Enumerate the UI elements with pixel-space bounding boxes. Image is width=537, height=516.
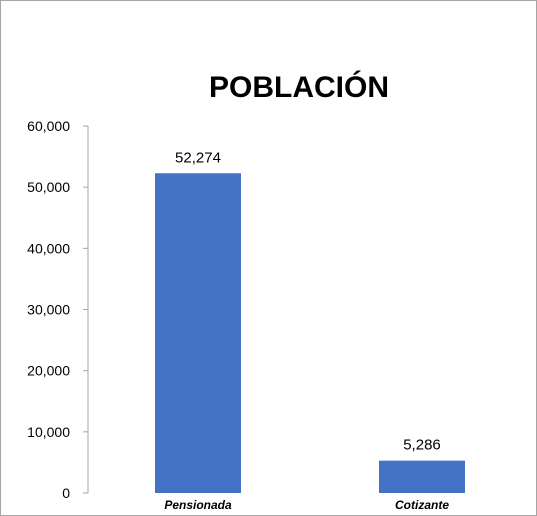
bars: 52,274 5,286 <box>155 149 465 493</box>
y-tick-label: 20,000 <box>27 363 70 379</box>
data-label: 5,286 <box>403 437 441 454</box>
y-tick-label: 30,000 <box>27 302 70 318</box>
bar <box>155 173 241 493</box>
x-tick-label: Pensionada <box>164 498 232 512</box>
bar <box>379 460 465 493</box>
y-axis: 0 10,000 20,000 30,000 40,000 50,000 60,000 <box>27 118 89 501</box>
y-tick-label: 50,000 <box>27 179 70 195</box>
x-axis: Pensionada Cotizante <box>164 498 449 512</box>
y-tick-label: 60,000 <box>27 118 70 134</box>
y-tick-label: 0 <box>62 485 70 501</box>
y-tick-label: 40,000 <box>27 240 70 256</box>
x-tick-label: Cotizante <box>395 498 449 512</box>
data-label: 52,274 <box>175 149 221 166</box>
y-tick-label: 10,000 <box>27 424 70 440</box>
chart-title: POBLACIÓN <box>209 70 389 104</box>
